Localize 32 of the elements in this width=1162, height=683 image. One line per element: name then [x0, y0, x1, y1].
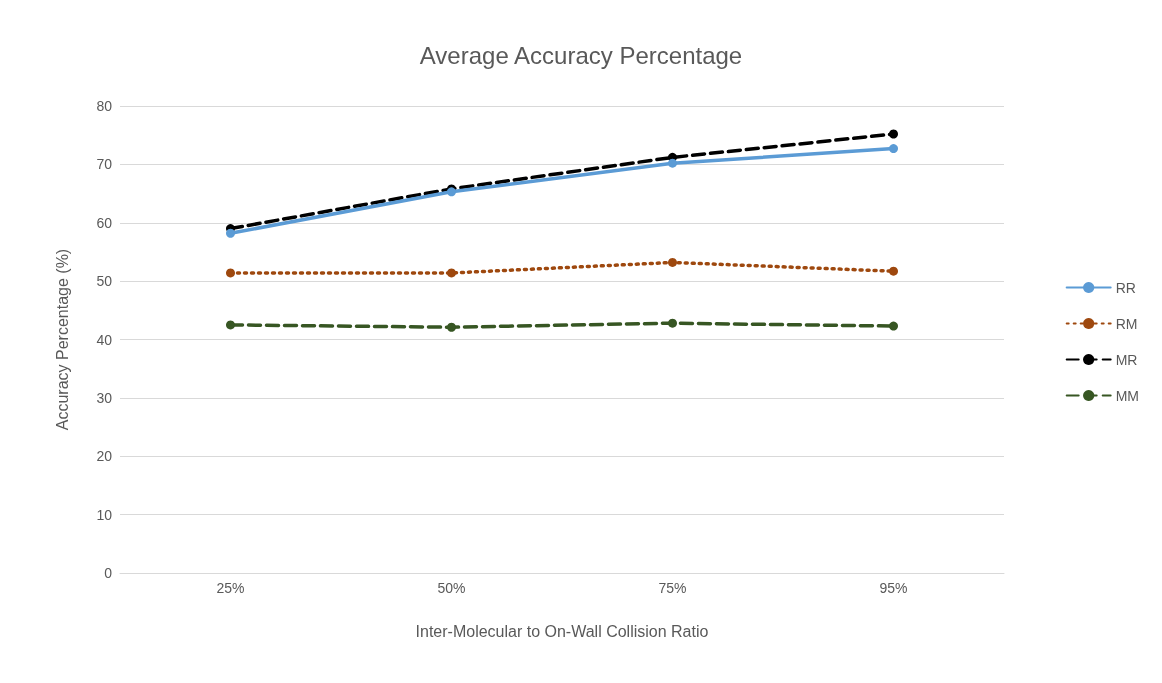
y-tick-label: 70	[96, 156, 113, 173]
legend-label: MR	[1115, 351, 1138, 368]
y-tick-label: 80	[96, 98, 113, 114]
point	[226, 320, 235, 330]
chart-title: Average Accuracy Percentage	[419, 41, 743, 69]
point	[226, 268, 235, 278]
legend-label: RR	[1115, 279, 1136, 296]
y-tick-label: 20	[96, 448, 113, 465]
point	[668, 318, 677, 328]
point	[889, 321, 898, 331]
y-tick-label: 40	[96, 331, 113, 348]
point	[668, 257, 677, 267]
legend-label: RM	[1115, 315, 1138, 332]
point	[447, 322, 456, 332]
y-tick-label: 10	[96, 506, 113, 523]
x-tick-label: 50%	[437, 580, 466, 596]
point	[447, 268, 456, 278]
x-axis-title: Inter-Molecular to On-Wall Collision Ratio	[415, 622, 709, 640]
x-tick-label: 75%	[658, 580, 687, 596]
point	[668, 158, 677, 168]
y-tick-label: 60	[96, 214, 113, 231]
y-tick-label: 50	[96, 273, 113, 290]
point	[226, 228, 235, 238]
point	[889, 129, 898, 139]
x-tick-label: 95%	[879, 580, 908, 596]
point	[889, 144, 898, 154]
point	[889, 266, 898, 276]
x-tick-label: 25%	[216, 580, 245, 596]
legend-label: MM	[1115, 387, 1139, 404]
y-axis-title: Accuracy Percentage (%)	[53, 248, 71, 431]
y-tick-label: 30	[96, 389, 113, 406]
y-tick-label: 0	[104, 565, 113, 581]
